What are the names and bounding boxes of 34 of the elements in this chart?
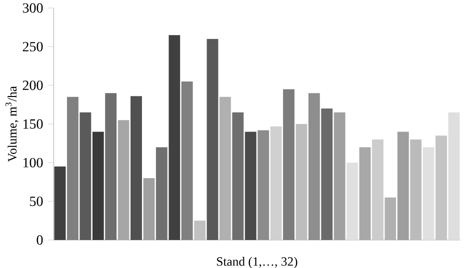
bar — [232, 112, 244, 240]
bar — [410, 139, 422, 240]
y-tick-label: 300 — [22, 3, 43, 13]
bar — [92, 132, 104, 240]
bar — [270, 126, 282, 240]
y-tick-label: 50 — [30, 196, 43, 206]
y-tick-label: 200 — [22, 80, 43, 90]
bar — [105, 93, 117, 240]
y-tick-label: 100 — [23, 158, 43, 168]
bar — [448, 112, 460, 240]
bar — [372, 139, 384, 240]
y-axis-title: Volume, m$^{3}$/ha — [6, 86, 18, 162]
bar — [436, 136, 447, 240]
bar — [130, 96, 142, 240]
y-tick-label: 0 — [36, 235, 43, 245]
bar — [346, 162, 358, 240]
bar — [283, 89, 294, 240]
bar — [321, 108, 333, 240]
x-axis-title: Stand (1,…, 32) — [217, 256, 298, 268]
bar — [54, 166, 66, 240]
bar — [206, 38, 218, 240]
y-tick-label: 150 — [23, 119, 43, 129]
bar — [194, 220, 206, 240]
bar — [66, 96, 78, 240]
bar — [422, 147, 434, 240]
y-tick-label: 250 — [22, 42, 43, 52]
bar — [244, 132, 256, 240]
bar — [296, 124, 308, 240]
bar — [181, 81, 193, 240]
bar — [258, 130, 270, 240]
bar — [168, 35, 180, 240]
bar — [308, 93, 320, 240]
bar — [156, 147, 168, 240]
bar — [80, 112, 92, 240]
